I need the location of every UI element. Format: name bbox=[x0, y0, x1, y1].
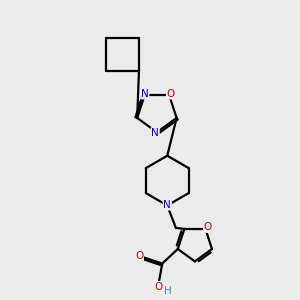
Text: N: N bbox=[141, 89, 148, 99]
Text: N: N bbox=[164, 200, 171, 210]
Text: O: O bbox=[167, 89, 175, 99]
Text: O: O bbox=[204, 222, 212, 232]
Text: O: O bbox=[135, 251, 143, 261]
Text: O: O bbox=[155, 282, 163, 292]
Text: N: N bbox=[151, 128, 159, 138]
Text: H: H bbox=[164, 286, 171, 296]
